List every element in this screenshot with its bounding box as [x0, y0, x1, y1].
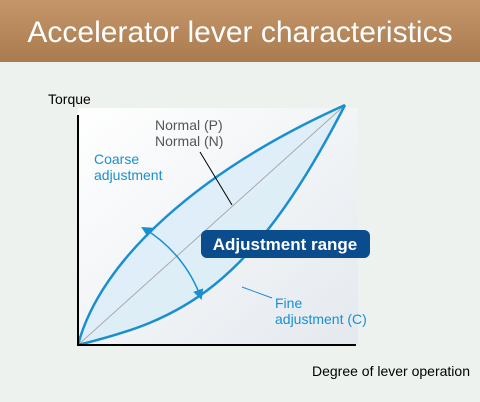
coarse-label: Coarse — [94, 151, 139, 167]
normal-label: Normal (N) — [155, 133, 223, 149]
fine-label: adjustment (C) — [275, 311, 367, 327]
fine-curve — [77, 104, 347, 347]
coarse-curve — [76, 103, 346, 346]
normal-leader — [199, 151, 233, 206]
range-badge — [201, 230, 370, 258]
fine-leader — [241, 286, 273, 299]
fine-label: Fine — [275, 295, 302, 311]
normal-line — [77, 104, 346, 346]
range-label: Adjustment range — [213, 235, 358, 254]
header-title: Accelerator lever characteristics — [27, 16, 452, 49]
x-axis-label: Degree of lever operation — [312, 363, 470, 379]
range-arrow — [141, 226, 204, 300]
normal-label: Normal (P) — [155, 117, 223, 133]
y-axis-label: Torque — [48, 91, 91, 107]
header-band — [0, 0, 480, 62]
coarse-label: adjustment — [94, 167, 163, 183]
